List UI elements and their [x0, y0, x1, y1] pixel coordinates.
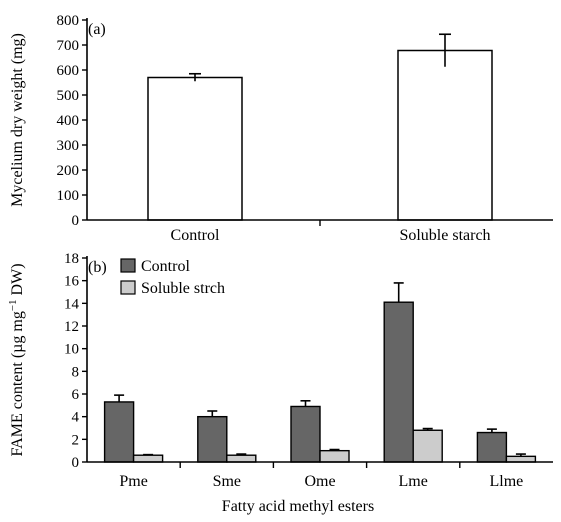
chart-b-y-tick-label: 10: [64, 342, 79, 358]
chart-a-y-tick-label: 800: [57, 13, 80, 29]
chart-b-y-axis-label-sup: −1: [7, 299, 19, 311]
chart-b-bar-soluble-strch: [505, 455, 537, 463]
chart-b-y-axis-label-main: FAME content (µg mg: [9, 311, 26, 456]
chart-a-axes: [86, 18, 553, 226]
chart-b-bar-soluble-strch: [226, 454, 257, 463]
chart-b-axes: [86, 256, 553, 468]
chart-a: (a) Mycelium dry weight (mg) 0 100 200 300 4…: [9, 13, 553, 244]
chart-a-y-tick-label: 300: [57, 138, 80, 154]
chart-b-panel-label: (b): [88, 259, 107, 276]
chart-b-y-tick-label: 12: [64, 319, 79, 335]
chart-b-legend-swatch: [120, 258, 136, 273]
chart-b-y-axis-label: FAME content (µg mg−1 DW): [7, 263, 26, 456]
chart-b-bar-soluble-strch: [412, 429, 443, 463]
chart-b-category-label: Ome: [304, 473, 335, 490]
chart-b-category-label: Pme: [119, 473, 147, 490]
chart-a-categories: Control Soluble starch: [171, 227, 491, 244]
chart-a-bar: [397, 49, 493, 221]
chart-b-y-tick-label: 18: [64, 251, 79, 267]
chart-b-bar-soluble-strch: [132, 454, 164, 463]
chart-a-y-tick-label: 100: [57, 188, 80, 204]
chart-a-y-axis-label: Mycelium dry weight (mg): [9, 33, 26, 207]
chart-b-x-axis-label: Fatty acid methyl esters: [222, 498, 374, 515]
chart-b-y-tick-label: 6: [72, 387, 80, 403]
chart-b-legend-label: Control: [141, 258, 190, 275]
chart-b-legend: Control Soluble strch: [120, 258, 225, 297]
chart-b-legend-label: Soluble strch: [141, 280, 225, 297]
chart-a-bar: [147, 76, 243, 221]
chart-a-y-tick-label: 200: [57, 163, 80, 179]
chart-a-y-tick-label: 400: [57, 113, 80, 129]
chart-b-bar-control: [103, 401, 135, 463]
chart-b-bar-control: [383, 301, 414, 463]
chart-b-y-tick-label: 0: [72, 455, 80, 471]
chart-a-y-tick-label: 700: [57, 38, 80, 54]
chart-b-categories: Pme Sme Ome Lme Llme: [119, 473, 523, 490]
chart-b-y-ticks: 0 2 4 6 8 10 12 14 16 18: [64, 251, 87, 471]
chart-b-y-tick-label: 16: [64, 274, 80, 290]
chart-b: (b) FAME content (µg mg−1 DW) 0 2 4 6 8 10 12 1…: [7, 251, 553, 515]
chart-a-y-ticks: 0 100 200 300 400 500 600 700 800: [57, 13, 87, 229]
chart-b-y-tick-label: 14: [64, 296, 80, 312]
chart-b-bar-control: [197, 415, 228, 463]
chart-b-category-label: Lme: [399, 473, 428, 490]
chart-a-y-tick-label: 500: [57, 88, 80, 104]
chart-b-bar-control: [476, 431, 508, 463]
chart-b-bar-control: [290, 405, 321, 463]
chart-b-category-label: Sme: [213, 473, 241, 490]
chart-b-category-label: Llme: [490, 473, 524, 490]
chart-b-y-tick-label: 2: [72, 432, 80, 448]
chart-a-panel-label: (a): [88, 21, 106, 38]
chart-b-y-tick-label: 4: [72, 410, 80, 426]
chart-a-y-tick-label: 0: [72, 213, 80, 229]
chart-a-y-tick-label: 600: [57, 63, 80, 79]
chart-b-bars: [103, 282, 537, 463]
chart-b-legend-swatch: [120, 280, 136, 295]
chart-b-y-axis-label-tail: DW): [9, 263, 26, 299]
chart-a-category-label: Soluble starch: [399, 227, 490, 244]
chart-a-category-label: Control: [171, 227, 220, 244]
chart-b-y-tick-label: 8: [72, 364, 80, 380]
chart-a-bars: [147, 33, 493, 221]
chart-b-bar-soluble-strch: [319, 449, 350, 463]
